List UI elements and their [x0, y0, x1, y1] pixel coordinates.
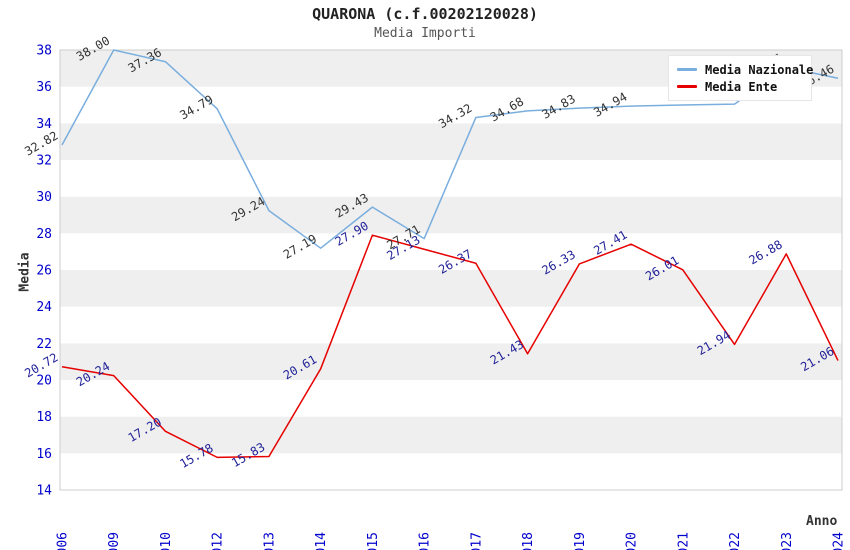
y-tick-label: 34: [36, 117, 52, 132]
media-nazionale-line-swatch: [677, 68, 697, 71]
x-tick-label: 2015: [366, 532, 381, 550]
y-tick-label: 26: [36, 264, 52, 279]
x-tick-label: 2024: [832, 532, 847, 550]
y-tick-label: 14: [36, 484, 52, 499]
x-tick-label: 2009: [107, 532, 122, 550]
grid-band: [60, 233, 842, 270]
x-tick-label: 2019: [573, 532, 588, 550]
x-tick-label: 2006: [56, 532, 71, 550]
y-tick-label: 22: [36, 337, 52, 352]
x-tick-label: 2023: [780, 532, 795, 550]
grid-band: [60, 123, 842, 160]
x-tick-label: 2010: [159, 532, 174, 550]
grid-band: [60, 453, 842, 490]
x-axis-title: Anno: [806, 514, 838, 529]
grid-band: [60, 380, 842, 417]
media-ente-line: [61, 234, 839, 459]
media-ente-line-swatch: [677, 85, 697, 88]
y-tick-label: 20: [36, 374, 52, 389]
y-tick-label: 36: [36, 80, 52, 95]
x-tick-label: 2022: [728, 532, 743, 550]
chart-title: QUARONA (c.f.00202120028): [312, 5, 538, 23]
grid-band: [60, 270, 842, 307]
plot-border: [59, 49, 843, 491]
media-nazionale-line: [61, 49, 839, 249]
x-tick-label: 2014: [314, 532, 329, 550]
grid-band: [60, 196, 842, 234]
y-tick-label: 24: [36, 300, 52, 315]
y-tick-label: 30: [36, 190, 52, 205]
x-tick-label: 2020: [625, 532, 640, 550]
chart-subtitle: Media Importi: [374, 26, 476, 41]
x-tick-label: 2016: [418, 532, 433, 550]
legend-label-media-ente: Media Ente: [705, 79, 778, 94]
legend-item-media-nazionale[interactable]: Media Nazionale: [677, 63, 813, 77]
grid-band: [60, 343, 842, 380]
y-tick-label: 16: [36, 447, 52, 462]
legend-item-media-ente[interactable]: Media Ente: [677, 80, 803, 94]
grid-band: [60, 306, 842, 344]
x-tick-label: 2018: [521, 532, 536, 550]
legend-label-media-nazionale: Media Nazionale: [705, 62, 814, 77]
y-tick-label: 38: [36, 44, 52, 59]
legend: Media Nazionale Media Ente: [668, 55, 813, 101]
y-tick-label: 28: [36, 227, 52, 242]
x-tick-label: 2013: [262, 532, 277, 550]
x-tick-label: 2012: [211, 532, 226, 550]
y-tick-label: 32: [36, 154, 52, 169]
y-axis-title: Media: [17, 252, 33, 292]
grid-band: [60, 416, 842, 454]
y-tick-label: 18: [36, 410, 52, 425]
x-tick-label: 2017: [469, 532, 484, 550]
x-tick-label: 2021: [676, 532, 691, 550]
grid-band: [60, 160, 842, 197]
